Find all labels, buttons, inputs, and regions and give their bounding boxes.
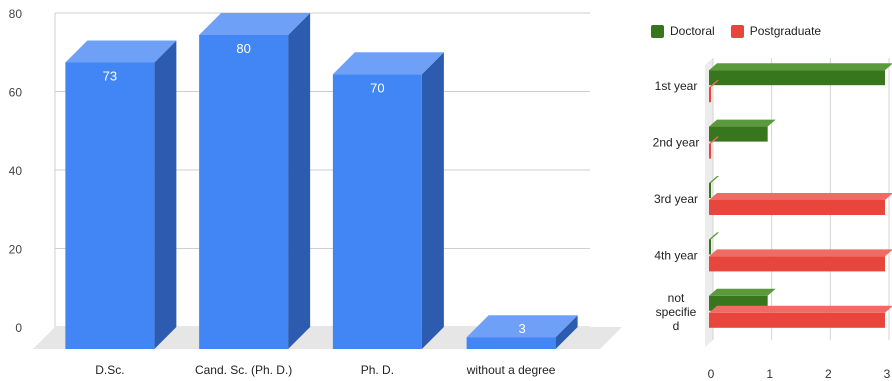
- bar-side-without-a-degree: [555, 315, 578, 349]
- y-tick-label-not-specified: not specifie d: [656, 291, 697, 333]
- bar-postgraduate-4th-year: [709, 256, 885, 272]
- bar-doctoral-4th-year: [709, 239, 711, 255]
- bar-doctoral-1st-year: [709, 70, 885, 86]
- x-tick-label-0: 0: [708, 367, 715, 381]
- x-tick-label-cand-sc-ph-d: Cand. Sc. (Ph. D.): [195, 363, 292, 377]
- legend-label-doctoral: Doctoral: [670, 24, 715, 38]
- data-label-cand-sc-ph-d: 80: [236, 41, 250, 56]
- x-tick-label-without-a-degree: without a degree: [466, 363, 556, 377]
- legend-label-postgraduate: Postgraduate: [749, 24, 822, 38]
- x-tick-label-1: 1: [766, 367, 773, 381]
- y-tick-label-4th-year: 4th year: [654, 248, 697, 262]
- legend-swatch-doctoral: [651, 24, 664, 38]
- bar-top-without-a-degree: [466, 315, 578, 338]
- bar-top-d-sc: [65, 40, 177, 63]
- bar-top-doctoral-4th-year: [709, 232, 719, 240]
- degree-bar-chart: 0 20 40 60 80 73 D.Sc. 80 Cand. Sc. (Ph. D.) 70 Ph…: [9, 7, 622, 377]
- bar-postgraduate-1st-year: [709, 87, 711, 103]
- y-tick-label-0: 0: [15, 321, 22, 335]
- legend-item-postgraduate[interactable]: Postgraduate: [730, 24, 822, 38]
- bar-side-d-sc: [154, 40, 177, 349]
- x-tick-label-2: 2: [825, 367, 832, 381]
- x-tick-label-3: 3: [884, 367, 891, 381]
- data-label-d-sc: 73: [103, 68, 117, 83]
- bar-cand-sc-ph-d: [199, 35, 289, 349]
- x-tick-label-d-sc: D.Sc.: [95, 363, 124, 377]
- y-tick-label-3rd-year: 3rd year: [654, 192, 698, 206]
- bar-top-doctoral-not-specified: [709, 288, 776, 296]
- bar-top-cand-sc-ph-d: [199, 13, 311, 35]
- bar-side-ph-d: [421, 52, 444, 349]
- chart-divider: [622, 0, 623, 381]
- y-tick-label-40: 40: [9, 164, 23, 178]
- data-label-ph-d: 70: [370, 80, 384, 95]
- legend: Doctoral Postgraduate: [651, 24, 837, 38]
- bar-top-ph-d: [332, 52, 444, 75]
- bar-side-cand-sc-ph-d: [288, 13, 311, 349]
- bar-ph-d: [332, 74, 422, 349]
- y-tick-label-2nd-year: 2nd year: [653, 136, 700, 150]
- bar-without-a-degree: [466, 337, 556, 349]
- y-tick-label-20: 20: [9, 243, 23, 257]
- bar-top-postgraduate-not-specified: [709, 305, 892, 313]
- bar-postgraduate-3rd-year: [709, 200, 885, 215]
- data-label-without-a-degree: 3: [519, 321, 526, 336]
- bar-d-sc: [65, 62, 155, 349]
- bar-top-postgraduate-4th-year: [709, 249, 892, 257]
- y-tick-label-1st-year: 1st year: [655, 79, 698, 93]
- bar-top-postgraduate-1st-year: [709, 80, 719, 88]
- legend-item-doctoral[interactable]: Doctoral: [651, 24, 715, 38]
- y-tick-label-80: 80: [9, 7, 23, 21]
- bar-top-postgraduate-2nd-year: [709, 136, 719, 144]
- bar-postgraduate-2nd-year: [709, 143, 711, 159]
- bar-top-doctoral-2nd-year: [709, 119, 776, 127]
- bar-doctoral-3rd-year: [709, 183, 711, 198]
- bar-top-doctoral-1st-year: [709, 63, 892, 71]
- x-tick-label-ph-d: Ph. D.: [361, 363, 394, 377]
- bar-top-postgraduate-3rd-year: [709, 193, 892, 200]
- bar-doctoral-2nd-year: [709, 126, 768, 142]
- bar-top-doctoral-3rd-year: [709, 176, 719, 183]
- bar-postgraduate-not-specified: [709, 312, 885, 328]
- y-tick-label-60: 60: [9, 86, 23, 100]
- legend-swatch-postgraduate: [730, 24, 744, 38]
